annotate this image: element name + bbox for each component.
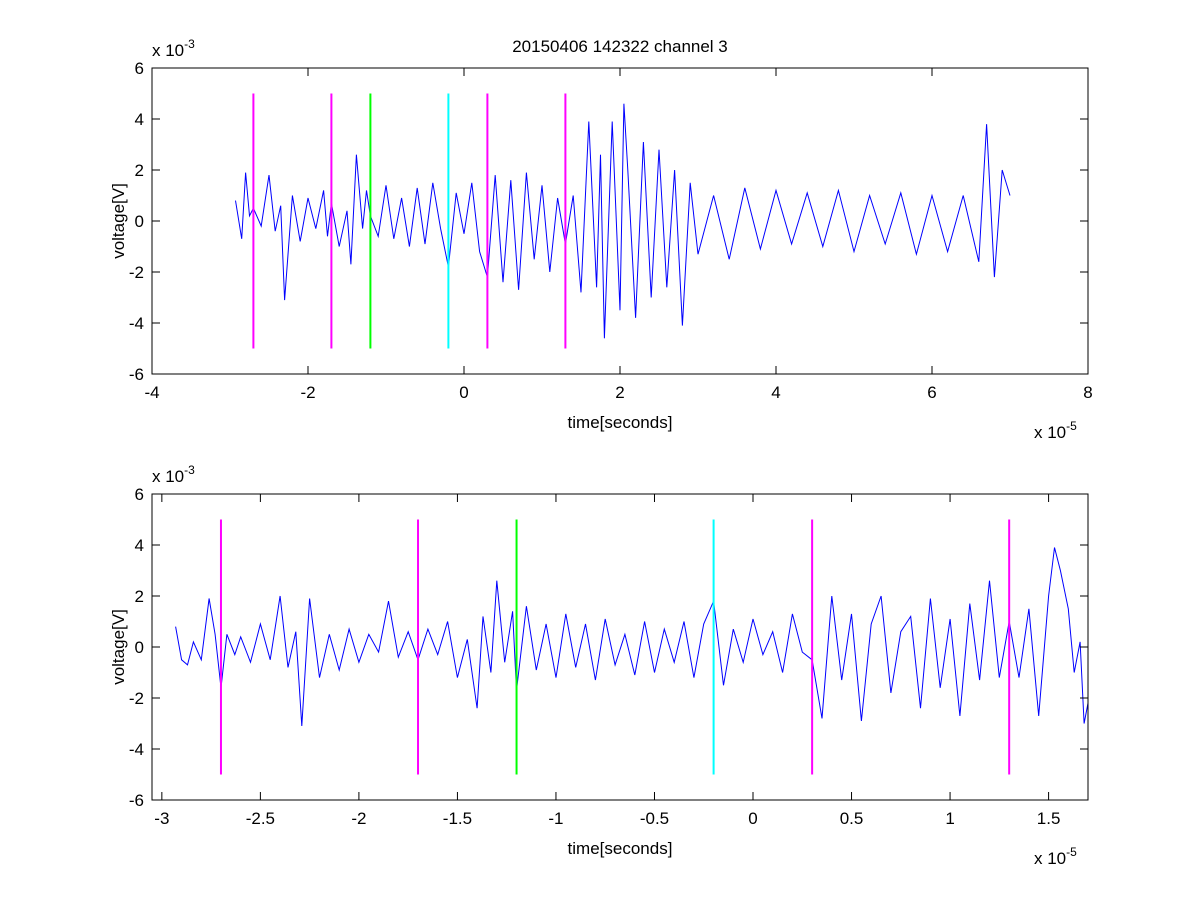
top-x-exponent: x 10-5: [1034, 419, 1077, 442]
figure-title: 20150406 142322 channel 3: [512, 37, 728, 56]
bottom-x-tick-label: 0.5: [840, 809, 864, 828]
bottom-y-tick-label: 0: [135, 638, 144, 657]
top-y-exponent: x 10-3: [152, 37, 195, 60]
bottom-ticks: -3 -2.5 -2 -1.5 -1 -0.5 0 0.5 1 1.5 -6 -4 -2 0 2 4 6: [129, 485, 1088, 828]
top-x-tick-label: -4: [144, 383, 159, 402]
top-x-tick-label: 8: [1083, 383, 1092, 402]
top-y-tick-label: -2: [129, 263, 144, 282]
bottom-y-axis-label: voltage[V]: [109, 609, 128, 685]
bottom-plot-marks: [175, 519, 1089, 775]
top-y-tick-label: 0: [135, 212, 144, 231]
bottom-x-tick-label: -1: [548, 809, 563, 828]
bottom-x-tick-label: -1.5: [443, 809, 472, 828]
top-x-tick-label: -2: [300, 383, 315, 402]
top-y-tick-label: -4: [129, 314, 144, 333]
bottom-x-exponent-power: -5: [1066, 845, 1077, 859]
bottom-x-tick-label: -3: [154, 809, 169, 828]
bottom-series-line-0: [175, 547, 1089, 727]
bottom-y-tick-label: -2: [129, 689, 144, 708]
top-y-axis-label: voltage[V]: [109, 183, 128, 259]
bottom-x-exponent: x 10-5: [1034, 845, 1077, 868]
top-y-tick-label: 4: [135, 110, 144, 129]
bottom-x-tick-label: 1.5: [1037, 809, 1061, 828]
top-plot-marks: [235, 93, 1011, 349]
bottom-y-tick-label: -6: [129, 791, 144, 810]
bottom-x-exponent-base: x 10: [1034, 849, 1066, 868]
top-x-tick-label: 6: [927, 383, 936, 402]
bottom-y-tick-label: 6: [135, 485, 144, 504]
bottom-x-tick-label: 1: [945, 809, 954, 828]
bottom-y-tick-label: 2: [135, 587, 144, 606]
bottom-x-axis-label: time[seconds]: [568, 839, 673, 858]
bottom-y-exponent: x 10-3: [152, 463, 195, 486]
bottom-x-tick-label: 0: [748, 809, 757, 828]
top-x-tick-label: 0: [459, 383, 468, 402]
bottom-y-tick-label: 4: [135, 536, 144, 555]
top-x-exponent-base: x 10: [1034, 423, 1066, 442]
top-x-axis-label: time[seconds]: [568, 413, 673, 432]
top-y-tick-label: -6: [129, 365, 144, 384]
bottom-y-exponent-base: x 10: [152, 467, 184, 486]
bottom-x-tick-label: -2.5: [246, 809, 275, 828]
top-x-tick-label: 2: [615, 383, 624, 402]
top-x-exponent-power: -5: [1066, 419, 1077, 433]
top-x-tick-label: 4: [771, 383, 780, 402]
bottom-subplot: -3 -2.5 -2 -1.5 -1 -0.5 0 0.5 1 1.5 -6 -4 -2 0 2 4 6 tim…: [109, 463, 1089, 868]
top-y-tick-label: 2: [135, 161, 144, 180]
top-series-line-0: [235, 103, 1011, 339]
bottom-x-tick-label: -0.5: [640, 809, 669, 828]
bottom-y-tick-label: -4: [129, 740, 144, 759]
bottom-x-tick-label: -2: [351, 809, 366, 828]
top-y-exponent-power: -3: [184, 37, 195, 51]
bottom-y-exponent-power: -3: [184, 463, 195, 477]
top-y-tick-label: 6: [135, 59, 144, 78]
top-y-exponent-base: x 10: [152, 41, 184, 60]
